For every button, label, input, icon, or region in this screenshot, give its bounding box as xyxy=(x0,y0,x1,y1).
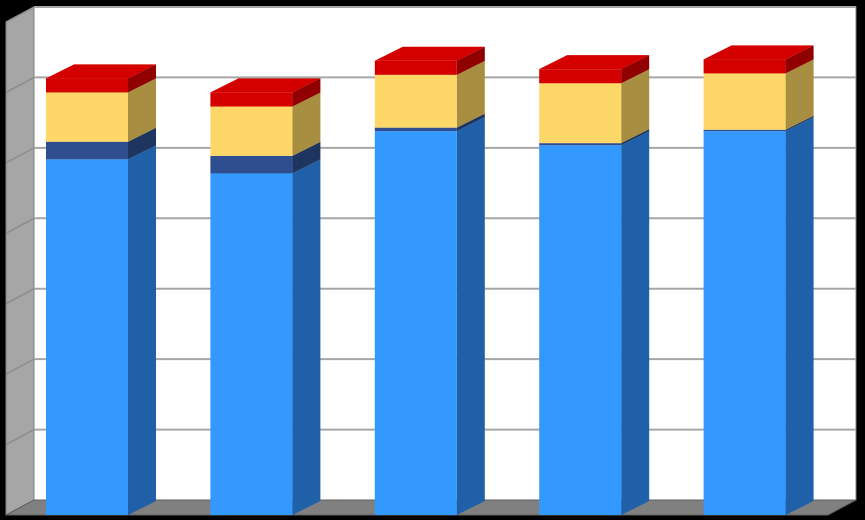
bar-top xyxy=(539,55,650,70)
bars xyxy=(46,45,814,516)
bar-segment xyxy=(703,73,786,130)
bar-segment xyxy=(210,155,293,174)
bar-stack xyxy=(46,64,156,516)
bar-segment xyxy=(210,106,293,156)
bar-stack xyxy=(703,45,814,516)
side-gridline xyxy=(5,6,35,23)
bar-segment-side xyxy=(128,127,156,160)
bar-segment xyxy=(374,74,457,128)
bar-segment-side xyxy=(456,60,485,128)
bar-top xyxy=(374,46,485,61)
bar-segment-side xyxy=(128,78,156,142)
bar-segment-side xyxy=(292,141,321,174)
bar-segment xyxy=(703,131,786,515)
bar-segment xyxy=(46,159,128,516)
side-gridline xyxy=(5,288,35,305)
bar-top xyxy=(46,64,156,79)
bar-stack xyxy=(210,78,321,515)
bar-segment-side xyxy=(292,159,321,515)
side-gridline xyxy=(5,147,35,164)
bar-top xyxy=(703,45,814,60)
bar-segment-side xyxy=(128,145,156,516)
bar-segment-side xyxy=(621,69,650,144)
bar-segment xyxy=(210,173,293,515)
side-gridline xyxy=(5,217,35,234)
bar-segment-side xyxy=(621,129,650,146)
bar-segment xyxy=(703,59,786,74)
side-gridline xyxy=(5,358,35,375)
bar-segment xyxy=(539,145,622,515)
side-wall xyxy=(5,6,35,516)
bar-segment-side xyxy=(128,64,156,93)
bar-segment xyxy=(539,143,622,146)
bar-top xyxy=(210,78,321,93)
bar-segment-side xyxy=(456,113,485,132)
bar-segment-side xyxy=(785,115,814,132)
bar-segment xyxy=(46,141,128,160)
bar-segment xyxy=(374,131,457,515)
bar-segment xyxy=(539,69,622,84)
bar-segment-side xyxy=(292,92,321,156)
side-gridline xyxy=(5,76,35,94)
bar-segment-side xyxy=(456,117,485,516)
bar-segment xyxy=(703,129,786,132)
bar-segment xyxy=(374,127,457,132)
bar-stack xyxy=(374,46,485,516)
bar-segment xyxy=(46,78,128,93)
bar-segment-side xyxy=(292,78,321,107)
bar-segment-side xyxy=(785,59,814,130)
bar-segment-side xyxy=(456,46,485,75)
bar-segment-side xyxy=(621,131,650,515)
bar-segment xyxy=(210,92,293,107)
bar-segment xyxy=(46,92,128,142)
bar-segment-side xyxy=(785,117,814,516)
bar-segment xyxy=(374,60,457,75)
bar-segment-side xyxy=(621,55,650,84)
bar-segment-side xyxy=(785,45,814,74)
bar-segment xyxy=(539,83,622,144)
side-gridline xyxy=(5,428,35,446)
bar-stack xyxy=(539,55,650,515)
